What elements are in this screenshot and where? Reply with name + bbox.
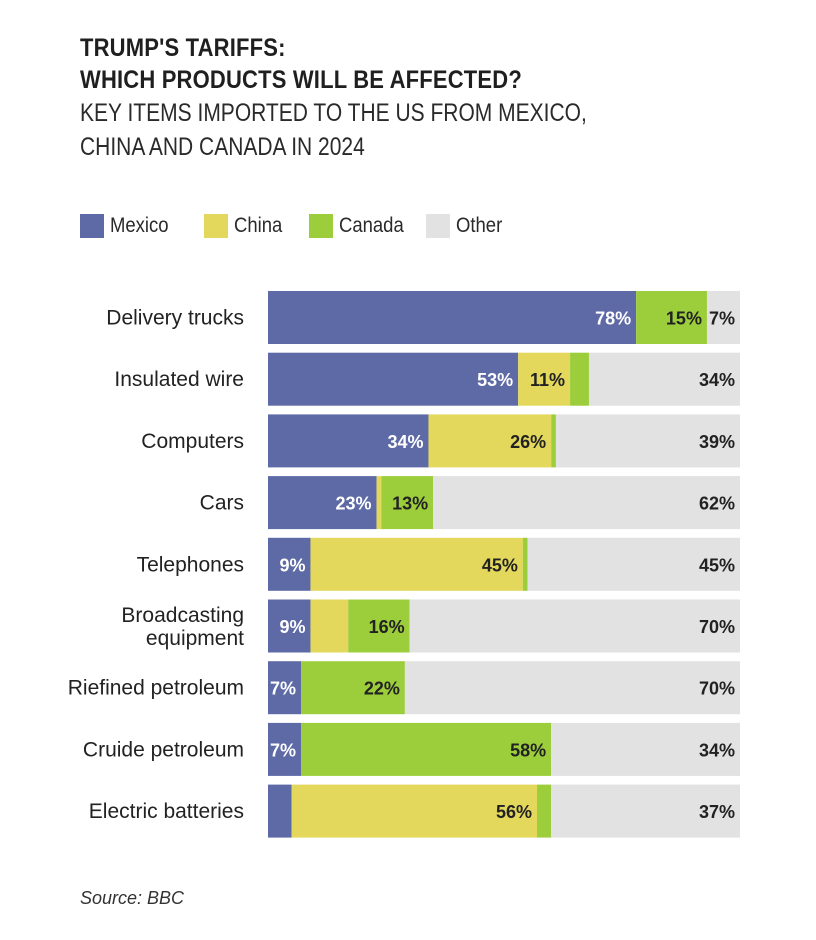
value-label-insulated-wire-china: 11%	[530, 370, 565, 390]
bar-telephones-mexico	[268, 537, 311, 591]
value-label-insulated-wire-other: 34%	[699, 370, 735, 390]
value-label-delivery-trucks-canada: 15%	[666, 309, 702, 329]
category-label-telephones: Telephones	[137, 553, 244, 576]
bar-broadcasting-equipment-canada	[348, 599, 410, 653]
value-label-telephones-china: 45%	[482, 555, 518, 575]
value-label-electric-batteries-other: 37%	[699, 802, 735, 822]
bar-computers-other	[555, 414, 740, 468]
legend-label-mexico: Mexico	[110, 214, 169, 237]
chart-subtitle-line-1: KEY ITEMS IMPORTED TO THE US FROM MEXICO…	[80, 99, 587, 127]
bar-insulated-wire-mexico	[268, 352, 519, 406]
value-label-computers-china: 26%	[510, 432, 546, 452]
legend-swatch-canada	[309, 214, 333, 238]
value-label-telephones-mexico: 9%	[279, 555, 305, 575]
legend-swatch-china	[204, 214, 228, 238]
bar-cruide-petroleum-mexico	[268, 722, 302, 776]
category-label-cars: Cars	[200, 492, 244, 515]
bar-computers-china	[428, 414, 552, 468]
value-label-cruide-petroleum-mexico: 7%	[270, 740, 296, 760]
bar-electric-batteries-canada	[537, 784, 552, 838]
bar-insulated-wire-canada	[570, 352, 589, 406]
bar-cruide-petroleum-canada	[301, 722, 552, 776]
value-label-cars-other: 62%	[699, 494, 735, 514]
category-label-riefined-petroleum: Riefined petroleum	[68, 677, 244, 700]
bar-computers-canada	[551, 414, 556, 468]
value-label-delivery-trucks-mexico: 78%	[595, 309, 631, 329]
category-label-electric-batteries: Electric batteries	[89, 800, 244, 823]
value-label-cars-mexico: 23%	[336, 494, 372, 514]
bar-electric-batteries-other	[551, 784, 740, 838]
legend-label-other: Other	[456, 214, 503, 237]
bar-insulated-wire-china	[518, 352, 571, 406]
bar-telephones-canada	[522, 537, 528, 591]
bar-delivery-trucks-canada	[636, 291, 707, 344]
bar-riefined-petroleum-other	[404, 661, 740, 715]
bar-riefined-petroleum-mexico	[268, 661, 302, 715]
chart-title-line-2: WHICH PRODUCTS WILL BE AFFECTED?	[80, 66, 522, 94]
bar-insulated-wire-other	[588, 352, 740, 406]
bar-telephones-other	[527, 537, 740, 591]
bar-electric-batteries-mexico	[268, 784, 292, 838]
legend-label-china: China	[234, 214, 283, 237]
bar-delivery-trucks-other	[706, 291, 740, 344]
bar-broadcasting-equipment-china	[310, 599, 349, 653]
chart-subtitle-line-2: CHINA AND CANADA IN 2024	[80, 133, 365, 161]
value-label-cars-canada: 13%	[392, 494, 428, 514]
value-label-delivery-trucks-other: 7%	[709, 309, 735, 329]
value-label-cruide-petroleum-canada: 58%	[510, 740, 546, 760]
value-label-cruide-petroleum-other: 34%	[699, 740, 735, 760]
bar-cars-other	[433, 476, 740, 530]
bar-cruide-petroleum-other	[551, 722, 740, 776]
value-label-computers-mexico: 34%	[387, 432, 423, 452]
value-label-broadcasting-equipment-canada: 16%	[369, 617, 405, 637]
value-label-riefined-petroleum-other: 70%	[699, 679, 735, 699]
category-label-cruide-petroleum: Cruide petroleum	[83, 738, 244, 761]
bar-riefined-petroleum-canada	[301, 661, 405, 715]
value-label-broadcasting-equipment-other: 70%	[699, 617, 735, 637]
chart-title-line-1: TRUMP'S TARIFFS:	[80, 34, 286, 62]
bar-electric-batteries-china	[291, 784, 538, 838]
bar-broadcasting-equipment-other	[409, 599, 740, 653]
value-label-riefined-petroleum-canada: 22%	[364, 679, 400, 699]
bar-computers-mexico	[268, 414, 429, 468]
bar-cars-china	[376, 476, 382, 530]
category-label-broadcasting-equipment: Broadcasting equipment	[121, 604, 244, 650]
category-label-computers: Computers	[141, 430, 244, 453]
bar-broadcasting-equipment-mexico	[268, 599, 311, 653]
bar-cars-canada	[381, 476, 434, 530]
bar-telephones-china	[310, 537, 523, 591]
value-label-computers-other: 39%	[699, 432, 735, 452]
source-note: Source: BBC	[80, 888, 185, 908]
legend-swatch-other	[426, 214, 450, 238]
bar-cars-mexico	[268, 476, 377, 530]
legend-label-canada: Canada	[339, 214, 404, 237]
category-label-insulated-wire: Insulated wire	[114, 368, 244, 391]
value-label-insulated-wire-mexico: 53%	[477, 370, 513, 390]
value-label-telephones-other: 45%	[699, 555, 735, 575]
value-label-broadcasting-equipment-mexico: 9%	[279, 617, 305, 637]
bar-delivery-trucks-mexico	[268, 291, 637, 344]
legend-swatch-mexico	[80, 214, 104, 238]
value-label-riefined-petroleum-mexico: 7%	[270, 679, 296, 699]
category-label-delivery-trucks: Delivery trucks	[106, 307, 244, 330]
value-label-electric-batteries-china: 56%	[496, 802, 532, 822]
